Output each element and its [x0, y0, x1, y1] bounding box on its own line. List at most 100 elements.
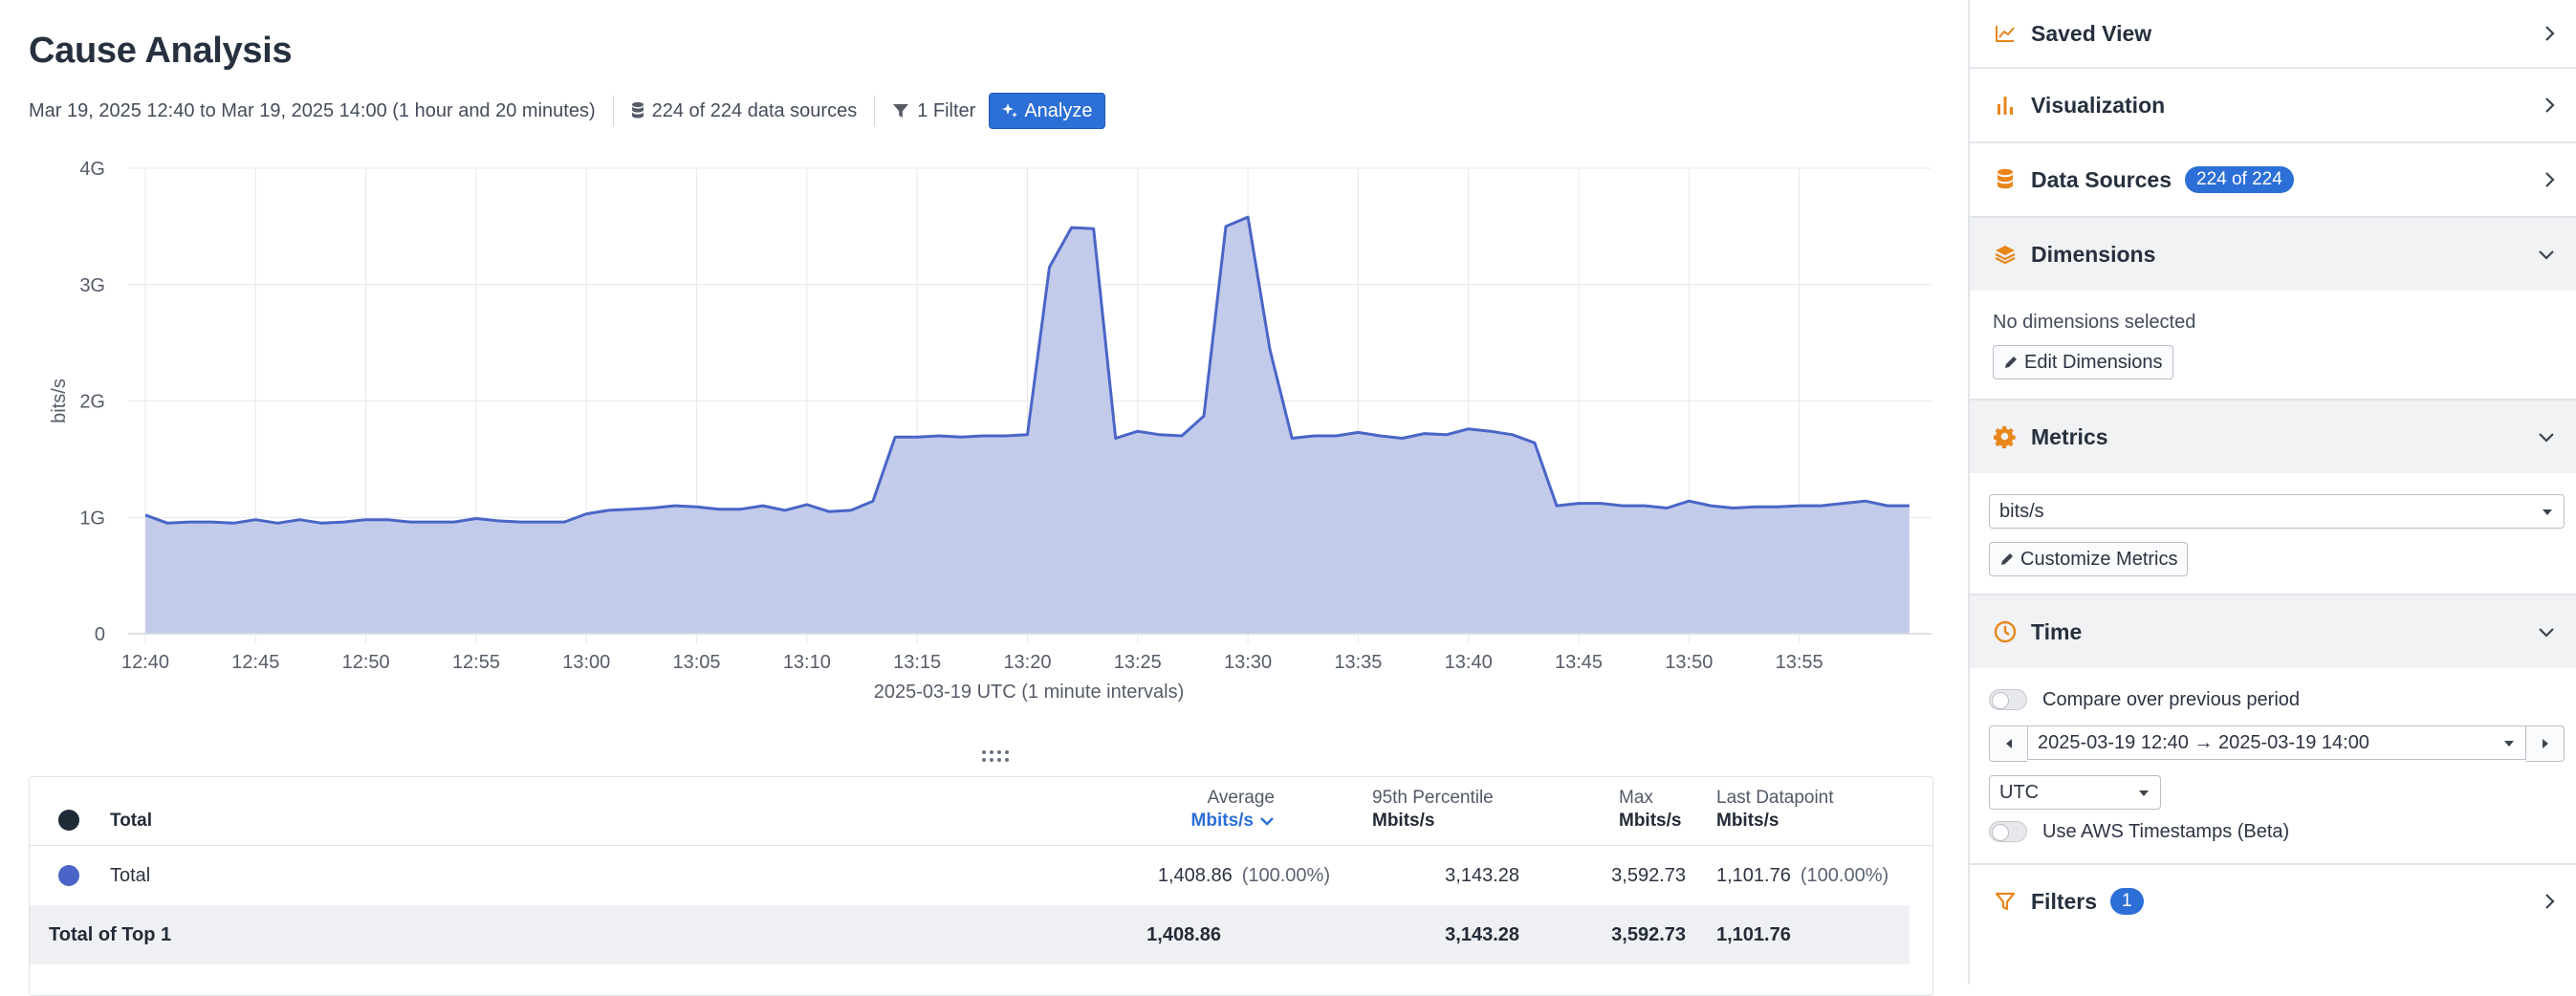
data-point — [497, 520, 500, 523]
data-point — [1556, 505, 1559, 508]
resize-handle-icon[interactable] — [981, 749, 1012, 768]
metrics-header[interactable]: Metrics — [1970, 401, 2576, 473]
filters-header[interactable]: Filters 1 — [1970, 865, 2576, 938]
sort-average[interactable]: Mbits/s — [1191, 810, 1275, 833]
data-point — [232, 522, 235, 525]
table-row[interactable]: Total 1,408.86 (100.00%) 3,143.28 3,592.7… — [30, 846, 1910, 905]
time-range-text[interactable]: Mar 19, 2025 12:40 to Mar 19, 2025 14:00… — [29, 99, 596, 121]
data-point — [1776, 506, 1779, 509]
caret-right-icon — [2542, 739, 2548, 748]
panel-data-sources: Data Sources 224 of 224 — [1970, 143, 2576, 218]
divider — [874, 96, 876, 126]
data-point — [1864, 500, 1867, 503]
y-tick-label: 0 — [95, 624, 105, 645]
data-point — [1092, 227, 1095, 230]
series-toggle-all[interactable] — [58, 810, 79, 831]
data-point — [1754, 506, 1757, 509]
data-point — [1158, 433, 1161, 436]
data-point — [1644, 505, 1647, 508]
header-average[interactable]: Average Mbits/s — [1190, 788, 1275, 833]
data-point — [1820, 505, 1823, 508]
metric-select[interactable]: bits/s — [1989, 494, 2565, 529]
data-point — [1511, 433, 1514, 436]
chevron-down-icon — [1260, 817, 1274, 826]
panel-dimensions: Dimensions No dimensions selected Edit D… — [1970, 218, 2576, 401]
data-point — [1269, 349, 1272, 352]
data-point — [1313, 435, 1316, 438]
data-point — [916, 436, 919, 439]
data-point — [541, 521, 544, 524]
aws-label: Use AWS Timestamps (Beta) — [2042, 820, 2290, 842]
row-label: Total — [110, 865, 151, 886]
header-p95[interactable]: 95th Percentile Mbits/s — [1372, 788, 1494, 831]
page-title: Cause Analysis — [29, 31, 293, 71]
data-point — [1114, 437, 1117, 440]
panel-visualization: Visualization — [1970, 69, 2576, 143]
x-tick-label: 13:15 — [893, 652, 941, 673]
data-point — [1136, 430, 1139, 433]
data-point — [717, 508, 720, 510]
main-content: Cause Analysis Mar 19, 2025 12:40 to Mar… — [0, 31, 1968, 996]
time-series-chart[interactable]: 0 1G 2G 3G 4G 12:40 12:45 12:50 12:55 13:00 13:05 1… — [0, 153, 1968, 717]
x-tick-label: 13:30 — [1224, 652, 1272, 673]
data-sources-header[interactable]: Data Sources 224 of 224 — [1970, 143, 2576, 216]
data-point — [1445, 433, 1448, 436]
bar-chart-icon — [1993, 95, 2018, 116]
x-tick-label: 12:50 — [342, 652, 390, 673]
data-point — [1798, 505, 1801, 508]
timezone-value: UTC — [1999, 781, 2040, 803]
visualization-header[interactable]: Visualization — [1970, 69, 2576, 141]
aws-timestamps-toggle[interactable] — [1989, 821, 2027, 842]
edit-dimensions-button[interactable]: Edit Dimensions — [1993, 345, 2173, 379]
x-tick-label: 12:40 — [121, 652, 169, 673]
chevron-down-icon — [2538, 249, 2555, 260]
header-max[interactable]: Max Mbits/s — [1619, 788, 1682, 831]
filters-title: Filters — [2031, 888, 2098, 914]
data-point — [276, 522, 279, 525]
series-line-total — [144, 215, 1910, 525]
sparkle-icon — [1002, 103, 1018, 118]
database-icon — [1993, 168, 2018, 191]
saved-view-header[interactable]: Saved View — [1970, 0, 2576, 67]
y-tick-label: 4G — [79, 159, 105, 180]
summary-label: Total of Top 1 — [49, 924, 172, 945]
x-tick-label: 13:40 — [1445, 652, 1493, 673]
data-point — [739, 508, 742, 510]
row-average: 1,408.86 (100.00%) — [1157, 865, 1330, 886]
table-header: Total Average Mbits/s 95th Percentile Mb… — [30, 777, 1932, 846]
pencil-icon — [2001, 553, 2013, 565]
compare-toggle[interactable] — [1989, 689, 2027, 710]
dimensions-header[interactable]: Dimensions — [1970, 218, 2576, 291]
data-point — [188, 521, 191, 524]
chart-svg[interactable]: 0 1G 2G 3G 4G 12:40 12:45 12:50 12:55 13:00 13:05 1… — [0, 153, 1968, 717]
filter-summary[interactable]: 1 Filter — [892, 100, 975, 122]
data-point — [982, 435, 985, 438]
data-point — [1225, 225, 1228, 227]
data-sources-text[interactable]: 224 of 224 data sources — [651, 99, 858, 121]
chevron-right-icon — [2543, 893, 2555, 910]
customize-metrics-button[interactable]: Customize Metrics — [1989, 542, 2189, 576]
data-point — [783, 509, 786, 512]
previous-range-button[interactable] — [1989, 725, 2027, 762]
timezone-select[interactable]: UTC — [1989, 775, 2161, 810]
data-point — [1886, 505, 1888, 508]
next-range-button[interactable] — [2526, 725, 2565, 762]
series-color-dot[interactable] — [58, 865, 79, 886]
header-last[interactable]: Last Datapoint Mbits/s — [1716, 788, 1834, 831]
aws-toggle-row[interactable]: Use AWS Timestamps (Beta) — [1989, 813, 2555, 850]
x-tick-label: 13:35 — [1334, 652, 1382, 673]
data-point — [1423, 432, 1426, 435]
data-point — [475, 517, 478, 520]
analyze-button[interactable]: Analyze — [989, 93, 1105, 129]
dimensions-empty-text: No dimensions selected — [1993, 312, 2196, 333]
time-range-select[interactable]: 2025-03-19 12:40 → 2025-03-19 14:00 — [2027, 725, 2526, 760]
gear-icon — [1993, 425, 2018, 448]
data-point — [1357, 431, 1360, 434]
compare-toggle-row[interactable]: Compare over previous period — [1989, 682, 2555, 718]
panel-saved-view: Saved View — [1970, 0, 2576, 69]
data-point — [386, 518, 389, 521]
compare-label: Compare over previous period — [2042, 688, 2301, 710]
sidebar: Saved View Visualization Data Sources 22… — [1968, 0, 2576, 985]
time-header[interactable]: Time — [1970, 595, 2576, 668]
data-point — [1533, 442, 1536, 444]
